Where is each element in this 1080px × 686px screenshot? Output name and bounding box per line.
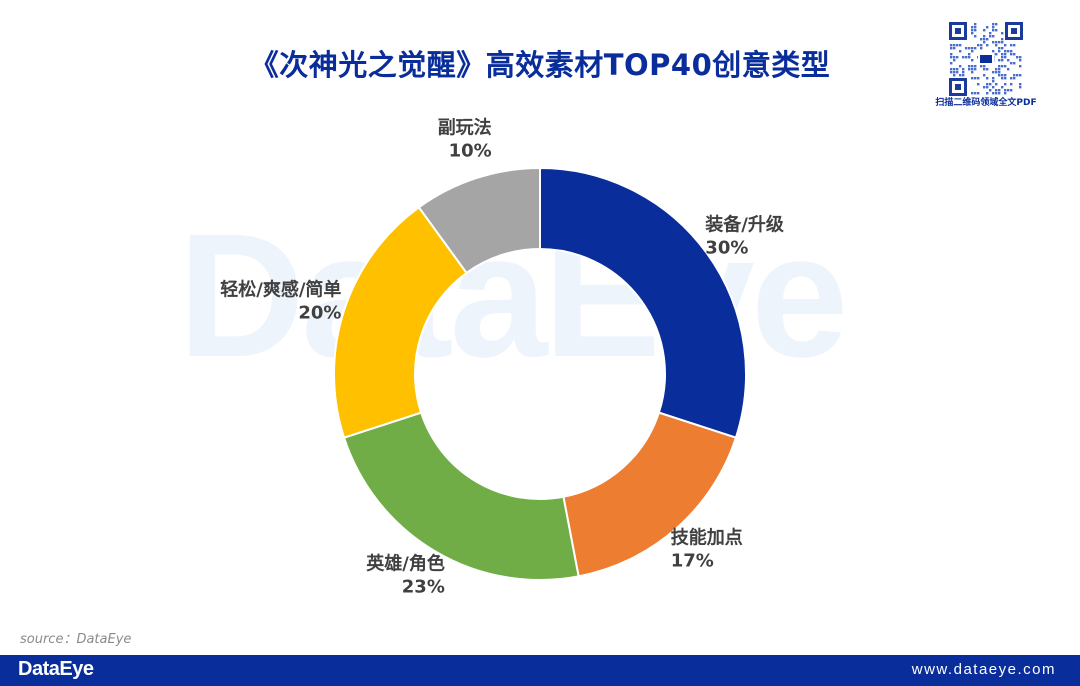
slice-label: 装备/升级 [705, 213, 785, 235]
slice-label: 英雄/角色 [365, 552, 445, 574]
slice-label: 副玩法 [438, 116, 492, 138]
pie-slice [342, 411, 580, 581]
pie-slice [333, 205, 468, 439]
footer-url[interactable]: www.dataeye.com [911, 661, 1056, 678]
slice-value-label: 10% [449, 140, 492, 161]
slice-label: 技能加点 [671, 527, 743, 549]
pie-slice [539, 166, 747, 439]
pie-slice [417, 166, 541, 275]
slice-value-label: 17% [671, 551, 714, 572]
qr-code-icon[interactable] [949, 22, 1023, 96]
footer-logo: DataEye [18, 658, 94, 680]
slice-value-label: 23% [402, 576, 445, 597]
source-note: source：DataEye [20, 632, 132, 647]
qr-caption: 扫描二维码领域全文PDF [935, 98, 1037, 108]
slice-value-label: 20% [298, 303, 341, 324]
chart-title: 《次神光之觉醒》高效素材TOP40创意类型 [249, 48, 831, 82]
slice-value-label: 30% [705, 237, 748, 258]
slice-label: 轻松/爽感/简单 [220, 279, 341, 301]
footer-bar: DataEye www.dataeye.com [0, 655, 1080, 686]
